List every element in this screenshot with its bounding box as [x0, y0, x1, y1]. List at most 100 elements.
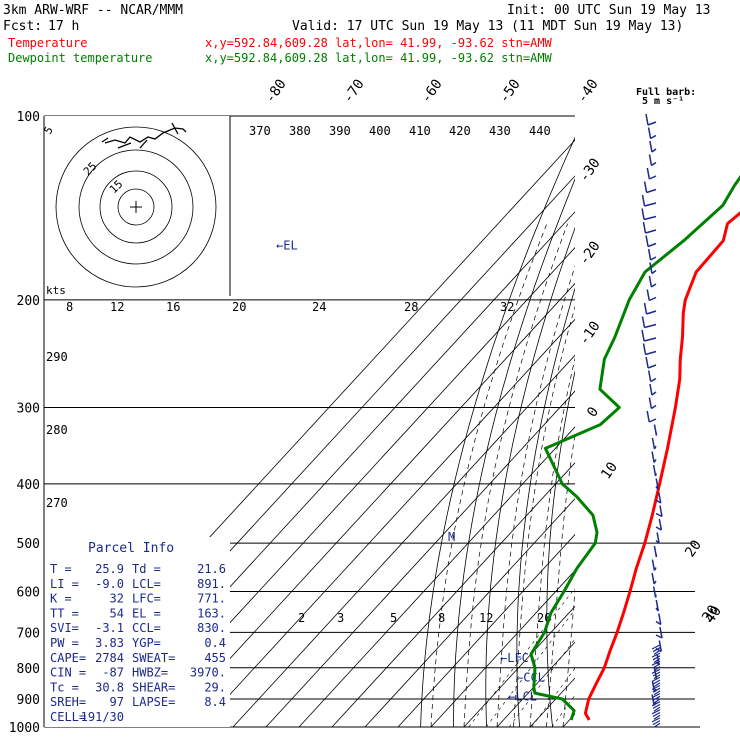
pressure-tick-label: 600 [17, 585, 40, 600]
isotherm [199, 318, 575, 727]
wind-barb [651, 283, 657, 288]
dry-adiabat [731, 116, 740, 727]
wind-barb [652, 671, 661, 677]
parcel-info-cell: 830. [197, 621, 226, 635]
wind-barb-flag [642, 343, 647, 355]
wind-barb [652, 720, 661, 726]
wind-barb-flag [648, 275, 653, 288]
moist-adiabats [430, 223, 575, 727]
dry-adiabat [420, 136, 575, 727]
wind-barb [651, 269, 657, 275]
parcel-info-cell: SHEAR= [132, 680, 175, 694]
wind-barb-flag [646, 167, 651, 180]
wind-barb [653, 714, 661, 720]
wind-barb [650, 377, 657, 383]
thetae-label: 270 [46, 496, 68, 510]
wind-barb-flag [647, 127, 652, 139]
parcel-info-cell: 30.8 [95, 680, 124, 694]
sounding-traces [529, 174, 740, 721]
moist-adiabat [463, 223, 569, 727]
parcel-info-cell: 97 [110, 695, 124, 709]
level-marker-lfc: ←LFC [500, 651, 529, 665]
mixing-ratio-line [579, 592, 676, 728]
mixing-ratio-label: 12 [479, 611, 493, 625]
level-marker-ccl: ←CCL [516, 671, 545, 685]
isotherm [629, 116, 740, 727]
parcel-info-cell: 25.9 [95, 562, 124, 576]
parcel-info-cell: LCL= [132, 577, 161, 591]
pressure-tick-label: 400 [17, 478, 40, 493]
wind-barb-flag [651, 451, 655, 463]
wind-barb [653, 698, 661, 704]
parcel-info-cell: Tc = [50, 680, 79, 694]
pressure-tick-label: 300 [17, 402, 40, 417]
isotherm [496, 641, 575, 727]
parcel-info-cell: CAPE= [50, 651, 86, 665]
wind-barb [650, 256, 657, 261]
wind-barb [653, 658, 661, 663]
isotherm [331, 462, 575, 727]
theta-label: 430 [489, 124, 511, 138]
theta-label: 420 [449, 124, 471, 138]
mixing-ratio-label: 32 [500, 300, 514, 314]
wind-barb [649, 175, 657, 180]
isotherm [364, 498, 575, 727]
isotherm-label: -70 [340, 76, 368, 106]
wind-barb-flag [641, 208, 645, 220]
mixing-ratio-label: 28 [404, 300, 418, 314]
isotherm-label: 10 [598, 459, 621, 482]
mixing-ratio-label: 12 [110, 300, 124, 314]
mixing-ratio-label: 8 [66, 300, 73, 314]
isotherm-label: -40 [574, 76, 602, 106]
mixing-ratio-label: 3 [337, 611, 344, 625]
wind-barb-flag [658, 518, 663, 531]
wind-barb-flag [658, 613, 662, 625]
pressure-tick-label: 900 [17, 693, 40, 708]
dry-adiabat [453, 178, 575, 727]
wind-barb-flag [641, 194, 646, 207]
wind-barb [653, 666, 661, 672]
wind-barb-flag [651, 572, 655, 585]
wind-barb [651, 660, 661, 666]
wind-barb [645, 229, 657, 234]
wind-barb [653, 682, 661, 688]
isotherm-label: 40 [702, 603, 725, 626]
wind-barb [652, 687, 661, 693]
isotherm-label: -50 [496, 76, 524, 106]
parcel-info-cell: Td = [132, 562, 161, 576]
wind-barb-flag [645, 356, 649, 369]
dry-adiabat [516, 287, 575, 727]
forecast-label: Fcst: [3, 19, 42, 34]
pressure-tick-label: 1000 [9, 721, 40, 736]
wind-barb [648, 418, 657, 423]
wind-barb [652, 703, 661, 709]
dewpoint-trace [529, 174, 740, 721]
parcel-info-cell: -87 [102, 666, 124, 680]
wind-barb-flag [651, 559, 656, 571]
wind-barb [647, 364, 657, 369]
hodo-units: kts [46, 284, 66, 297]
wind-barb [652, 663, 661, 669]
wind-barb [655, 526, 662, 531]
wind-barb-flag [651, 680, 656, 693]
isotherm-label: -20 [576, 238, 604, 268]
pressure-tick-label: 200 [17, 294, 40, 309]
wind-barb [644, 323, 657, 329]
wind-barb-flag [648, 154, 653, 166]
wind-barb [651, 668, 661, 674]
moist-adiabat [513, 305, 575, 727]
parcel-info-cell: YGP= [132, 636, 161, 650]
parcel-info-cell: 32 [110, 592, 124, 606]
parcel-info-cell: CCL= [132, 621, 161, 635]
wind-barb-flag [649, 262, 653, 274]
freezing-level-marker: M [448, 530, 455, 544]
isotherm-label: -30 [576, 155, 604, 185]
wind-barb [650, 404, 657, 410]
wind-barb [652, 711, 661, 718]
wind-barb [646, 188, 657, 194]
wind-barb-flag [641, 316, 646, 328]
wind-barb-flag [659, 626, 663, 639]
parcel-info-cell: CIN = [50, 666, 86, 680]
parcel-info-cell: -9.0 [95, 577, 124, 591]
